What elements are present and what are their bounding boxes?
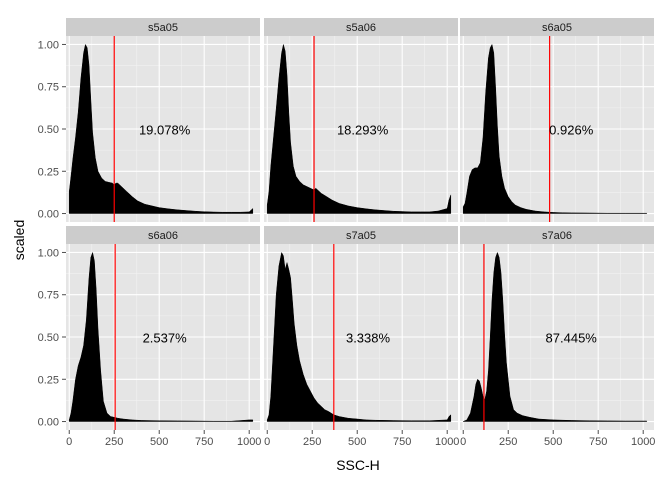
density-area-s6a06 — [68, 252, 254, 422]
facet-strip — [66, 226, 260, 244]
y-tick-label: 0.75 — [38, 290, 59, 302]
density-area-s5a06 — [266, 44, 452, 214]
facet-strip-label: s6a06 — [148, 230, 178, 242]
facet-strip-label: s5a06 — [346, 22, 376, 34]
facet-panel-s7a06: s7a06 87.445% — [460, 226, 654, 430]
y-tick-label: 0.25 — [38, 166, 59, 178]
x-tick-label: 750 — [393, 436, 411, 448]
y-tick-label: 0.50 — [38, 332, 59, 344]
facet-panel-s6a05: s6a05 0.926% — [460, 18, 654, 222]
x-tick-label: 1000 — [435, 436, 459, 448]
facet-strip — [264, 226, 458, 244]
density-area-s6a05 — [462, 44, 648, 214]
facet-strip — [264, 18, 458, 36]
percent-label-s5a05: 19.078% — [139, 123, 191, 138]
x-tick-label: 500 — [544, 436, 562, 448]
axes-layer: 0.00 0.25 0.50 0.75 1.00 0.00 0.25 0.50 0.75 1.00… — [38, 39, 656, 448]
density-area-s7a05 — [266, 252, 452, 422]
facet-strip — [66, 18, 260, 36]
facet-strip — [460, 18, 654, 36]
x-tick-label: 0 — [66, 436, 72, 448]
x-tick-label: 1000 — [631, 436, 655, 448]
x-tick-label: 500 — [150, 436, 168, 448]
percent-label-s5a06: 18.293% — [337, 123, 389, 138]
percent-label-s6a06: 2.537% — [143, 331, 188, 346]
facet-panel-s5a05: s5a05 19.078% — [66, 18, 260, 222]
y-tick-label: 1.00 — [38, 39, 59, 51]
x-tick-label: 1000 — [237, 436, 261, 448]
y-tick-label: 0.50 — [38, 124, 59, 136]
percent-label-s6a05: 0.926% — [549, 123, 594, 138]
x-tick-label: 0 — [264, 436, 270, 448]
y-tick-label: 0.00 — [38, 209, 59, 221]
facet-panel-s5a06: s5a06 18.293% — [264, 18, 458, 222]
x-tick-label: 750 — [589, 436, 607, 448]
x-tick-label: 500 — [348, 436, 366, 448]
percent-label-s7a05: 3.338% — [346, 331, 391, 346]
facet-strip-label: s5a05 — [148, 22, 178, 34]
x-tick-label: 750 — [195, 436, 213, 448]
y-tick-label: 0.00 — [38, 417, 59, 429]
facet-panel-s6a06: s6a06 2.537% — [66, 226, 260, 430]
y-tick-label: 0.75 — [38, 82, 59, 94]
density-area-s5a05 — [68, 44, 254, 214]
x-tick-label: 0 — [460, 436, 466, 448]
panels-layer: s5a05 19.078% s5a06 18.293% s6a05 0.926% s6a06… — [66, 18, 654, 430]
facet-strip-label: s6a05 — [542, 22, 572, 34]
density-area-s7a06 — [462, 252, 648, 422]
y-tick-label: 1.00 — [38, 247, 59, 259]
facet-strip — [460, 226, 654, 244]
percent-label-s7a06: 87.445% — [546, 331, 598, 346]
facet-strip-label: s7a05 — [346, 230, 376, 242]
y-axis-title: scaled — [11, 220, 27, 260]
y-tick-label: 0.25 — [38, 374, 59, 386]
x-tick-label: 250 — [303, 436, 321, 448]
x-tick-label: 250 — [105, 436, 123, 448]
x-axis-title: SSC-H — [336, 457, 380, 473]
facet-panel-s7a05: s7a05 3.338% — [264, 226, 458, 430]
x-tick-label: 250 — [499, 436, 517, 448]
facet-strip-label: s7a06 — [542, 230, 572, 242]
